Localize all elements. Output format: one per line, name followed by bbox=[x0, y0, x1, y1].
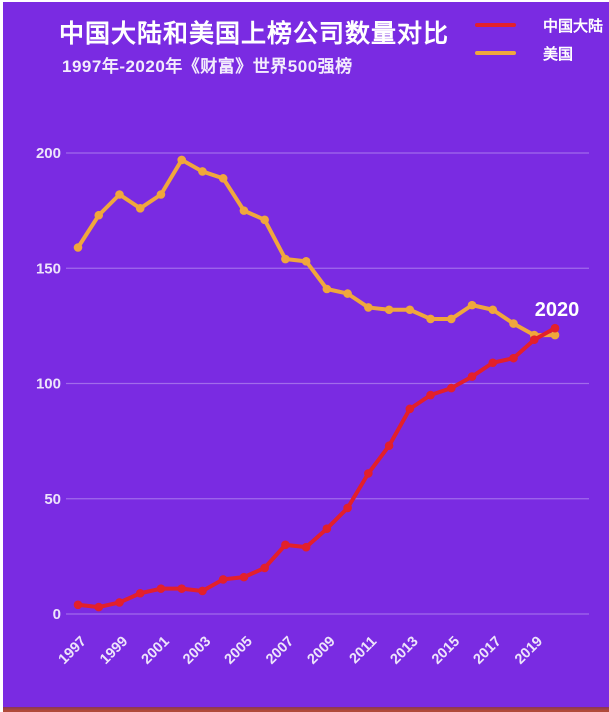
data-point-china bbox=[364, 469, 373, 478]
data-point-china bbox=[135, 588, 145, 598]
data-point-china bbox=[301, 542, 311, 552]
data-point-usa bbox=[198, 167, 207, 176]
y-axis-tick-label: 0 bbox=[53, 606, 61, 623]
data-point-usa bbox=[135, 204, 145, 213]
x-axis-tick-label: 2015 bbox=[429, 634, 463, 668]
data-point-china bbox=[447, 383, 456, 393]
data-point-china bbox=[115, 598, 124, 607]
data-point-usa bbox=[322, 284, 332, 294]
data-point-usa bbox=[94, 210, 104, 220]
y-axis-tick-label: 100 bbox=[36, 376, 61, 393]
data-point-china bbox=[550, 323, 560, 333]
data-point-china bbox=[343, 503, 352, 513]
data-point-china bbox=[239, 572, 249, 582]
data-point-china bbox=[529, 335, 539, 345]
chart-subtitle: 1997年-2020年《财富》世界500强榜 bbox=[62, 57, 353, 76]
x-axis-tick-label: 2005 bbox=[222, 634, 256, 668]
x-axis-tick-label: 2003 bbox=[180, 634, 214, 668]
x-axis-tick-label: 2001 bbox=[139, 634, 173, 668]
data-point-usa bbox=[281, 254, 290, 264]
data-point-china bbox=[405, 404, 415, 414]
x-axis-tick-label: 1999 bbox=[97, 634, 131, 668]
data-point-usa bbox=[447, 314, 456, 324]
data-point-usa bbox=[426, 314, 435, 324]
legend: 中国大陆 美国 bbox=[475, 12, 609, 68]
data-point-usa bbox=[301, 257, 311, 266]
y-axis-tick-label: 50 bbox=[44, 491, 61, 508]
data-point-china bbox=[384, 441, 394, 451]
data-point-china bbox=[156, 584, 166, 593]
x-axis-tick-label: 2011 bbox=[347, 634, 381, 668]
data-point-china bbox=[260, 563, 269, 573]
data-point-usa bbox=[467, 300, 477, 310]
x-axis-tick-label: 2009 bbox=[305, 634, 339, 668]
data-point-china bbox=[281, 540, 290, 550]
data-point-china bbox=[509, 353, 518, 363]
data-point-usa bbox=[364, 303, 373, 312]
data-point-usa bbox=[488, 305, 498, 315]
y-axis-tick-label: 200 bbox=[36, 145, 61, 162]
data-point-china bbox=[73, 600, 83, 610]
data-point-usa bbox=[260, 215, 269, 225]
y-axis-tick-label: 150 bbox=[36, 260, 61, 277]
data-point-china bbox=[467, 372, 477, 381]
data-point-china bbox=[198, 586, 207, 596]
legend-item-usa: 美国 bbox=[475, 40, 609, 68]
data-point-china bbox=[218, 575, 228, 584]
data-point-usa bbox=[177, 155, 186, 165]
x-axis-tick-label: 2017 bbox=[470, 634, 504, 668]
data-point-usa bbox=[239, 206, 249, 215]
data-point-china bbox=[94, 602, 104, 612]
x-axis-tick-label: 2007 bbox=[263, 634, 297, 668]
data-point-usa bbox=[156, 190, 166, 199]
data-point-usa bbox=[550, 330, 560, 340]
data-point-china bbox=[322, 524, 332, 534]
data-point-usa bbox=[384, 305, 394, 315]
x-axis-tick-label: 2013 bbox=[388, 634, 422, 668]
chart-title: 中国大陆和美国上榜公司数量对比 bbox=[59, 20, 450, 48]
data-point-china bbox=[177, 584, 186, 593]
x-axis-tick-label: 2019 bbox=[512, 634, 546, 668]
data-point-usa bbox=[115, 190, 124, 199]
data-point-china bbox=[426, 390, 435, 400]
legend-line-usa-swatch bbox=[475, 51, 516, 55]
x-axis-tick-label: 1997 bbox=[56, 634, 90, 668]
legend-label-usa: 美国 bbox=[543, 46, 574, 63]
bottom-edge-strip bbox=[3, 707, 609, 712]
line-chart: 0 50 100 150 200 1997 1999 2001 2003 2005 2007 2009… bbox=[36, 145, 589, 668]
legend-label-china: 中国大陆 bbox=[543, 18, 604, 35]
data-point-usa bbox=[73, 243, 83, 252]
data-point-usa bbox=[405, 305, 415, 315]
line-china bbox=[76, 326, 557, 610]
legend-item-china: 中国大陆 bbox=[475, 12, 609, 40]
annotation-2020: 2020 bbox=[535, 299, 580, 321]
legend-line-china-swatch bbox=[475, 23, 516, 27]
data-point-usa bbox=[218, 174, 228, 183]
data-point-usa bbox=[509, 319, 518, 328]
line-usa bbox=[76, 157, 557, 338]
data-point-china bbox=[488, 358, 498, 368]
data-point-usa bbox=[343, 289, 352, 298]
